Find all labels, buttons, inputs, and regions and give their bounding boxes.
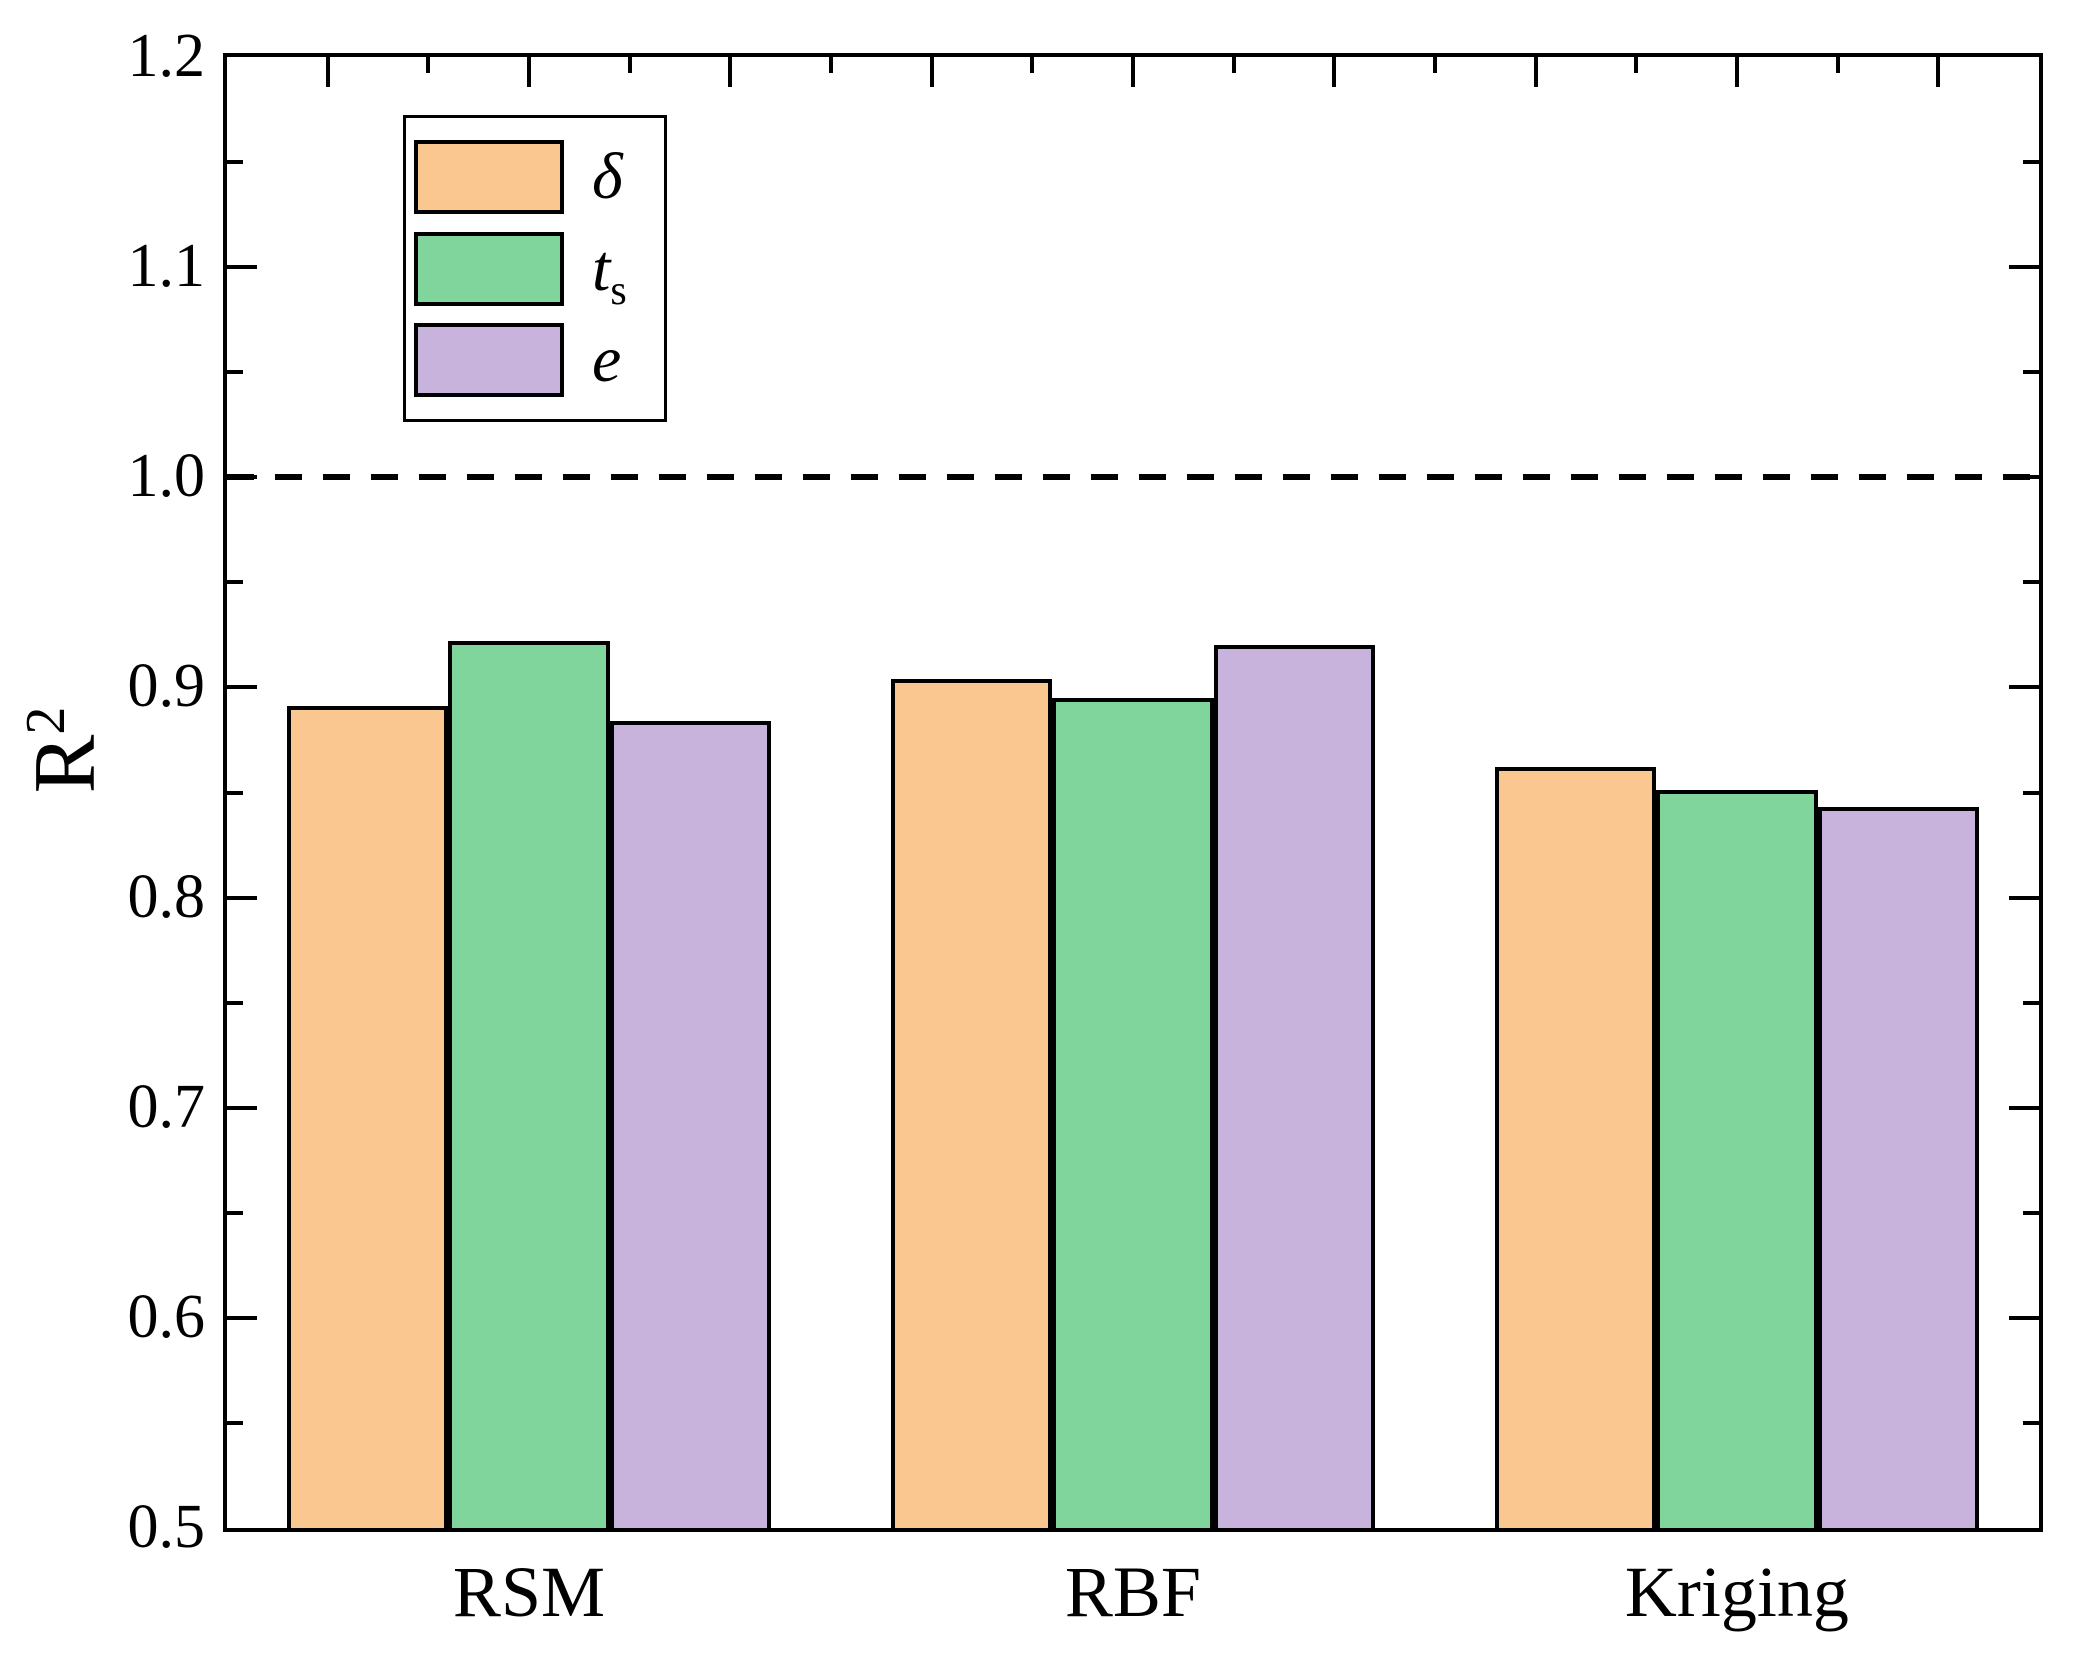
top-axis-minor-tick (1634, 57, 1639, 73)
top-axis-major-tick (526, 57, 531, 87)
legend-label-delta: δ (592, 139, 623, 213)
bar-rsm-delta (286, 706, 449, 1528)
bars-layer (227, 57, 2039, 1528)
right-axis-minor-tick (2023, 160, 2039, 165)
top-axis-minor-tick (1432, 57, 1437, 73)
y-tick-label-0.5: 0.5 (127, 1492, 206, 1561)
y-tick-label-1.1: 1.1 (127, 231, 206, 300)
bar-kriging-delta (1494, 767, 1657, 1528)
right-axis-major-tick (2009, 265, 2039, 270)
legend-swatch-delta (414, 139, 564, 214)
top-axis-major-tick (728, 57, 733, 87)
x-category-label-rbf: RBF (1064, 1552, 1201, 1632)
left-axis-major-tick (227, 1315, 257, 1320)
right-axis-major-tick (2009, 895, 2039, 900)
legend-swatch-e (414, 323, 564, 398)
x-category-label-kriging: Kriging (1624, 1552, 1849, 1632)
top-axis-minor-tick (1231, 57, 1236, 73)
ticks-layer (227, 57, 2039, 1528)
right-axis-minor-tick (2023, 370, 2039, 375)
left-axis-minor-tick (227, 1420, 243, 1425)
bar-rbf-ts (1052, 697, 1214, 1528)
right-axis-major-tick (2009, 1315, 2039, 1320)
bar-rsm-e (609, 721, 772, 1528)
left-axis-minor-tick (227, 160, 243, 165)
bar-rbf-delta (890, 679, 1053, 1528)
y-tick-label-0.6: 0.6 (127, 1282, 206, 1351)
top-axis-major-tick (1332, 57, 1337, 87)
top-axis-minor-tick (1030, 57, 1035, 73)
y-axis-title-main: R (17, 734, 115, 794)
legend-row-delta: δ (414, 139, 664, 214)
y-tick-label-1.2: 1.2 (127, 21, 206, 90)
legend-row-e: e (414, 323, 664, 398)
top-axis-major-tick (1131, 57, 1135, 87)
left-axis-major-tick (227, 685, 257, 690)
left-axis-major-tick (227, 475, 257, 480)
x-category-label-rsm: RSM (452, 1552, 606, 1632)
right-axis-minor-tick (2023, 790, 2039, 795)
bar-kriging-e (1817, 807, 1979, 1528)
right-axis-minor-tick (2023, 580, 2039, 585)
right-axis-minor-tick (2023, 1210, 2039, 1215)
reference-layer (227, 57, 2039, 1528)
top-axis-minor-tick (1835, 57, 1840, 73)
left-axis-major-tick (227, 1105, 257, 1110)
top-axis-major-tick (1735, 57, 1739, 87)
top-axis-minor-tick (426, 57, 431, 73)
reference-line-r2-equals-1 (227, 474, 2039, 481)
top-axis-minor-tick (627, 57, 632, 73)
bar-rsm-ts (448, 641, 610, 1528)
left-axis-major-tick (227, 895, 257, 900)
bar-kriging-ts (1656, 790, 1818, 1528)
top-axis-major-tick (1533, 57, 1538, 87)
plot-area (223, 53, 2043, 1532)
left-axis-minor-tick (227, 1000, 243, 1005)
y-tick-label-1.0: 1.0 (127, 442, 206, 511)
y-tick-label-0.8: 0.8 (127, 862, 206, 931)
legend: δ ts e (403, 115, 667, 422)
bar-rbf-e (1213, 645, 1376, 1528)
top-axis-major-tick (1936, 57, 1941, 87)
y-axis-title: R2 (15, 707, 114, 794)
left-axis-minor-tick (227, 1210, 243, 1215)
legend-row-ts: ts (414, 231, 664, 314)
y-tick-label-0.9: 0.9 (127, 652, 206, 721)
right-axis-minor-tick (2023, 1000, 2039, 1005)
legend-swatch-ts (414, 231, 564, 306)
right-axis-major-tick (2009, 685, 2039, 690)
top-axis-major-tick (929, 57, 934, 87)
left-axis-minor-tick (227, 370, 243, 375)
legend-label-e: e (592, 323, 622, 397)
top-axis-major-tick (325, 57, 330, 87)
left-axis-minor-tick (227, 580, 243, 585)
top-axis-minor-tick (828, 57, 833, 73)
right-axis-minor-tick (2023, 1420, 2039, 1425)
legend-label-ts: ts (592, 231, 627, 314)
y-tick-label-0.7: 0.7 (127, 1072, 206, 1141)
left-axis-minor-tick (227, 790, 243, 795)
right-axis-major-tick (2009, 1105, 2039, 1110)
right-axis-major-tick (2009, 475, 2039, 480)
left-axis-major-tick (227, 265, 257, 270)
